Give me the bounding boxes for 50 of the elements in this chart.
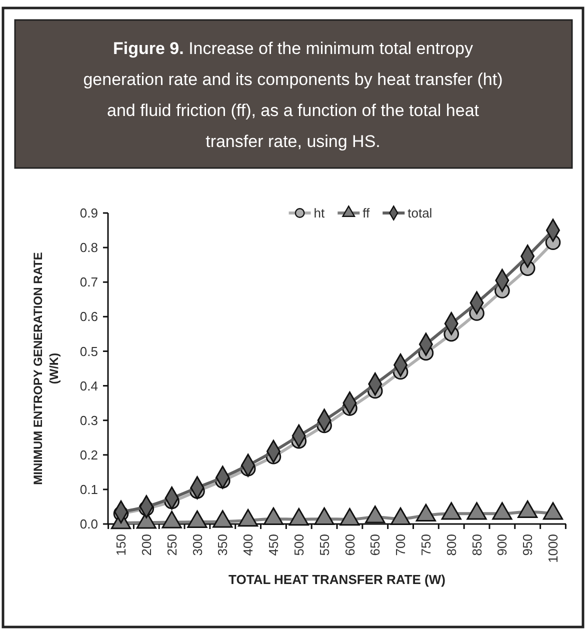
- x-tick-label: 450: [266, 534, 282, 556]
- y-tick-label: 0.4: [80, 378, 98, 394]
- point: [518, 500, 538, 518]
- point: [390, 507, 411, 525]
- y-tick-label: 0.3: [80, 412, 98, 428]
- x-tick-label: 350: [215, 534, 230, 556]
- y-tick-label: 0.7: [80, 274, 98, 290]
- x-tick-label: 950: [520, 534, 536, 556]
- x-tick-label: 650: [368, 534, 383, 556]
- legend-label: ht: [314, 206, 326, 221]
- point: [238, 509, 258, 527]
- point: [340, 508, 360, 526]
- point: [314, 507, 334, 525]
- x-tick-label: 550: [316, 534, 332, 556]
- y-tick-label: 0.9: [80, 206, 98, 221]
- x-tick-label: 250: [164, 534, 180, 556]
- y-tick-label: 0.2: [80, 447, 98, 462]
- x-tick-label: 800: [444, 534, 459, 556]
- y-tick-label: 0.0: [80, 516, 98, 532]
- point: [212, 510, 233, 528]
- point: [263, 507, 284, 525]
- point: [466, 502, 487, 520]
- point: [365, 506, 386, 524]
- point: [416, 504, 436, 522]
- point: [187, 510, 208, 528]
- point: [162, 510, 182, 528]
- x-tick-label: 150: [114, 534, 129, 556]
- y-tick-label: 0.5: [80, 344, 98, 359]
- x-tick-label: 700: [393, 534, 408, 556]
- y-axis-title: MINIMUM ENTROPY GENERATION RATE (W/K): [31, 252, 61, 485]
- point: [288, 508, 309, 526]
- x-tick-label: 900: [494, 534, 510, 556]
- point: [492, 502, 512, 520]
- chart-title: Figure 9. Increase of the minimum total entropy generation rate and its components by heat transfer (ht) and fluid friction (ff), as a function of the total heat transfer rate, using HS.: [83, 39, 503, 151]
- x-tick-label: 200: [138, 534, 154, 556]
- y-tick-label: 0.1: [80, 482, 98, 497]
- point: [542, 502, 564, 520]
- legend-label: ff: [362, 206, 370, 221]
- legend-label: total: [408, 206, 432, 221]
- x-tick-label: 300: [190, 534, 205, 556]
- y-tick-label: 0.8: [80, 240, 98, 256]
- point: [441, 502, 462, 520]
- x-tick-label: 600: [342, 534, 358, 556]
- x-tick-label: 1000: [546, 534, 561, 563]
- y-tick-label: 0.6: [80, 309, 98, 324]
- x-tick-label: 400: [240, 534, 256, 556]
- x-tick-label: 750: [418, 534, 434, 556]
- x-axis-title: TOTAL HEAT TRANSFER RATE (W): [228, 572, 446, 587]
- x-tick-label: 850: [469, 534, 484, 556]
- x-tick-label: 500: [291, 534, 306, 556]
